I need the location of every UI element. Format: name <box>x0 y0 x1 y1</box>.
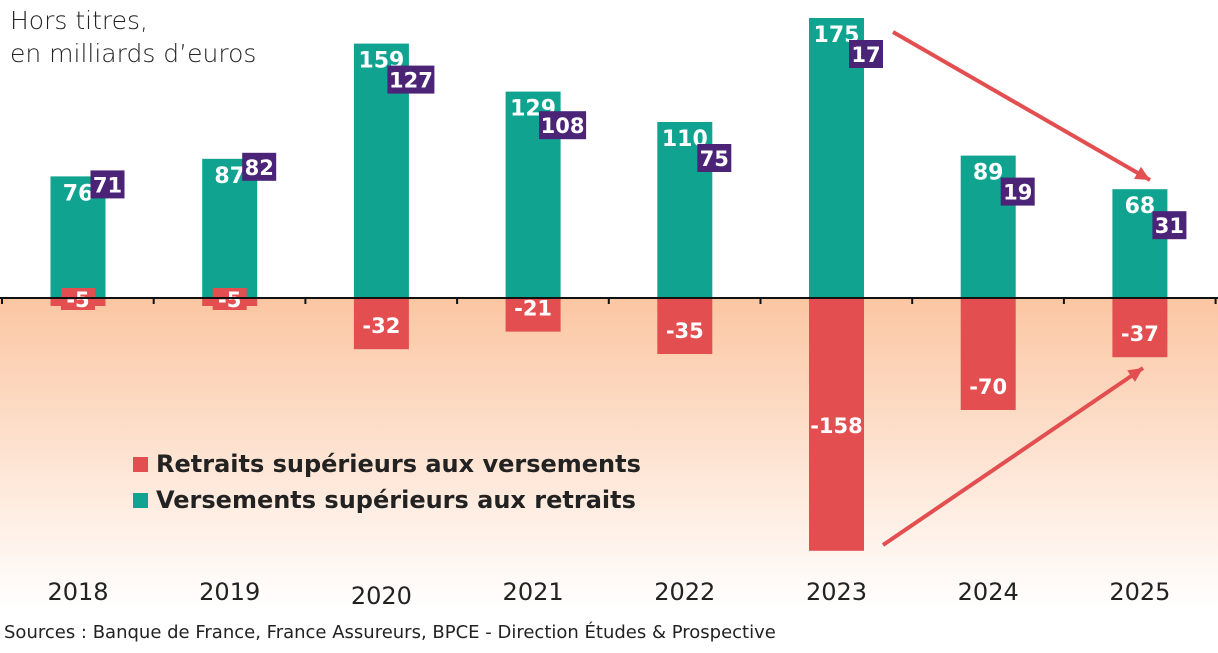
net-label-2021: 108 <box>541 114 585 138</box>
label-retraits-2019: -5 <box>218 288 241 312</box>
legend-item-versements: Versements supérieurs aux retraits <box>133 482 641 518</box>
net-label-2019: 82 <box>245 156 274 180</box>
arrow-down <box>892 30 1151 182</box>
net-label-2024: 19 <box>1003 181 1032 205</box>
unit-label: Hors titres, en milliards d’euros <box>10 4 256 70</box>
x-tick-label-2024: 2024 <box>958 578 1019 606</box>
bar-retraits-2025 <box>1112 298 1168 358</box>
label-versements-2024: 89 <box>973 161 1004 186</box>
legend-item-retraits: Retraits supérieurs aux versements <box>133 446 641 482</box>
arrow-up-head <box>1127 368 1143 382</box>
bar-retraits-2024 <box>960 298 1016 410</box>
unit-label-line-1: Hors titres, <box>10 6 148 35</box>
net-label-2020: 127 <box>389 69 433 93</box>
x-tick-label-2021: 2021 <box>503 578 564 606</box>
label-retraits-2021: -21 <box>514 297 552 321</box>
source-note: Sources : Banque de France, France Assur… <box>4 622 776 643</box>
net-label-2022: 75 <box>700 147 729 171</box>
net-label-bg-2021 <box>539 111 587 140</box>
unit-label-line-2: en milliards d’euros <box>10 39 257 68</box>
net-label-bg-2020 <box>387 65 435 94</box>
label-retraits-2022: -35 <box>666 319 704 343</box>
x-tick-label-2025: 2025 <box>1109 578 1170 606</box>
net-label-bg-2024 <box>1000 177 1035 206</box>
label-versements-2019: 87 <box>214 164 245 189</box>
legend-label-retraits: Retraits supérieurs aux versements <box>156 450 641 478</box>
legend-label-versements: Versements supérieurs aux retraits <box>156 486 636 514</box>
x-tick-label-2022: 2022 <box>654 578 715 606</box>
net-label-bg-2018 <box>90 170 125 199</box>
legend: Retraits supérieurs aux versements Verse… <box>133 446 641 518</box>
x-tick-label-2020: 2020 <box>351 582 412 610</box>
bar-versements-2025 <box>1112 189 1168 298</box>
label-versements-2025: 68 <box>1125 194 1156 219</box>
bar-versements-2019 <box>202 158 258 298</box>
arrow-down-head <box>1134 166 1150 180</box>
label-retraits-2023: -158 <box>810 414 863 438</box>
label-retraits-2025: -37 <box>1121 322 1159 346</box>
net-label-2023: 17 <box>851 43 880 67</box>
bar-retraits-2021 <box>505 298 561 332</box>
arrow-up <box>881 366 1145 547</box>
label-retraits-2024: -70 <box>969 375 1007 399</box>
x-tick-label-2018: 2018 <box>47 578 108 606</box>
bar-retraits-2022 <box>657 298 713 354</box>
label-retraits-2020: -32 <box>362 314 400 338</box>
net-label-2018: 71 <box>93 173 122 197</box>
net-label-2025: 31 <box>1155 214 1184 238</box>
net-label-bg-2019 <box>242 152 277 181</box>
net-label-bg-2023 <box>849 40 883 68</box>
bar-retraits-2020 <box>353 298 409 350</box>
x-tick-label-2023: 2023 <box>806 578 867 606</box>
legend-swatch-versements <box>133 492 148 508</box>
label-versements-2018: 76 <box>63 181 94 206</box>
net-label-bg-2025 <box>1152 211 1187 240</box>
net-label-bg-2022 <box>697 144 732 172</box>
label-retraits-2018: -5 <box>66 288 89 312</box>
x-tick-label-2019: 2019 <box>199 578 260 606</box>
bar-retraits-2023 <box>809 298 864 551</box>
legend-swatch-retraits <box>133 456 148 472</box>
